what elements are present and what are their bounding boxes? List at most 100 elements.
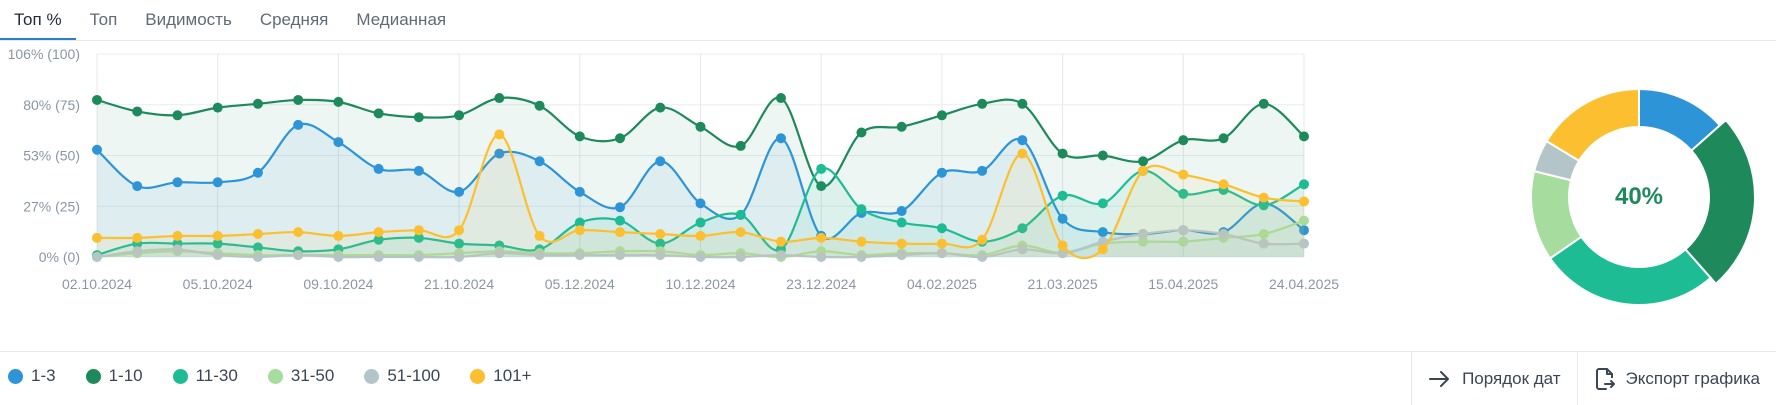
legend-item-11-30[interactable]: 11-30 <box>172 366 238 386</box>
data-point-1-3 <box>574 186 585 197</box>
tab-top[interactable]: Топ <box>89 10 118 29</box>
data-point-1-10 <box>775 93 786 104</box>
data-point-101-plus <box>574 225 585 236</box>
legend-dot <box>470 368 486 384</box>
data-point-101-plus <box>1299 196 1309 207</box>
x-tick-label: 05.10.2024 <box>183 276 253 292</box>
legend-label: 1-10 <box>108 366 143 385</box>
data-point-101-plus <box>655 229 666 240</box>
data-point-1-10 <box>1017 98 1028 109</box>
data-point-1-10 <box>1097 150 1108 161</box>
donut-segment-1-10[interactable] <box>1684 118 1756 286</box>
data-point-1-10 <box>574 131 585 142</box>
data-point-101-plus <box>494 129 505 140</box>
data-point-51-100 <box>212 250 223 261</box>
tab-visibility[interactable]: Видимость <box>145 10 232 29</box>
donut-segment-11-30[interactable] <box>1548 235 1713 306</box>
data-point-1-10 <box>1138 156 1149 167</box>
data-point-51-100 <box>1017 244 1028 255</box>
legend-dot <box>8 368 23 384</box>
x-tick-label: 04.02.2025 <box>907 276 977 292</box>
data-point-1-10 <box>1178 135 1189 146</box>
data-point-101-plus <box>695 230 706 241</box>
data-point-101-plus <box>212 230 223 241</box>
data-point-51-100 <box>454 252 465 262</box>
tab-top-percent[interactable]: Топ % <box>0 2 76 40</box>
data-point-1-3 <box>615 202 626 213</box>
data-point-1-3 <box>92 144 102 155</box>
export-chart-button[interactable]: Экспорт графика <box>1576 352 1776 405</box>
arrow-right-icon <box>1429 370 1450 387</box>
data-point-1-3 <box>775 133 786 144</box>
data-point-1-3 <box>695 198 706 209</box>
data-point-1-3 <box>252 167 263 178</box>
data-point-1-10 <box>212 102 223 113</box>
legend-item-51-100[interactable]: 51-100 <box>364 366 440 386</box>
legend-item-31-50[interactable]: 31-50 <box>267 366 335 386</box>
data-point-51-100 <box>977 252 988 262</box>
legend-label: 31-50 <box>290 366 335 385</box>
data-point-1-3 <box>454 186 465 197</box>
tab-average[interactable]: Средняя <box>259 10 329 29</box>
data-point-1-10 <box>615 133 626 144</box>
data-point-1-10 <box>816 181 827 192</box>
data-point-11-30 <box>252 242 263 253</box>
data-point-51-100 <box>936 248 947 259</box>
data-point-101-plus <box>92 232 102 243</box>
data-point-1-3 <box>293 119 304 130</box>
legend-item-1-3[interactable]: 1-3 <box>8 366 56 386</box>
x-tick-label: 05.12.2024 <box>545 276 615 292</box>
data-point-1-10 <box>172 110 183 121</box>
data-point-11-30 <box>1017 223 1028 234</box>
legend-dot <box>85 368 101 384</box>
legend-item-1-10[interactable]: 1-10 <box>85 366 143 386</box>
x-tick-label: 10.12.2024 <box>665 276 735 292</box>
data-point-51-100 <box>615 250 626 261</box>
data-point-1-3 <box>896 206 907 217</box>
data-point-51-100 <box>92 252 102 262</box>
chart-actions: Порядок дат Экспорт графика <box>1411 352 1776 405</box>
data-point-1-10 <box>936 110 947 121</box>
data-point-51-100 <box>333 252 344 262</box>
data-point-11-30 <box>1299 179 1309 190</box>
data-point-1-3 <box>373 163 384 174</box>
data-point-51-100 <box>1258 238 1269 249</box>
x-tick-label: 21.10.2024 <box>424 276 494 292</box>
data-point-101-plus <box>454 225 465 236</box>
data-point-1-10 <box>413 112 424 123</box>
data-point-101-plus <box>373 227 384 238</box>
series-area-1-3 <box>97 123 1304 257</box>
data-point-11-30 <box>615 215 626 226</box>
data-point-1-10 <box>977 98 988 109</box>
donut-segment-101-plus[interactable] <box>1545 87 1640 163</box>
data-point-11-30 <box>816 163 827 174</box>
data-point-101-plus <box>1218 179 1229 190</box>
y-tick-label: 80% (75) <box>23 97 80 113</box>
data-point-101-plus <box>615 227 626 238</box>
data-point-51-100 <box>816 252 827 262</box>
data-point-1-10 <box>92 94 102 105</box>
data-point-51-100 <box>1178 225 1189 236</box>
legend-item-101-plus[interactable]: 101+ <box>470 366 532 386</box>
data-point-1-3 <box>212 177 223 188</box>
date-order-button[interactable]: Порядок дат <box>1411 352 1576 405</box>
data-point-101-plus <box>413 225 424 236</box>
data-point-1-3 <box>1097 227 1108 238</box>
data-point-51-100 <box>695 252 706 262</box>
data-point-1-10 <box>293 94 304 105</box>
data-point-101-plus <box>1097 244 1108 255</box>
tab-median[interactable]: Медианная <box>356 10 447 29</box>
data-point-51-100 <box>494 248 505 259</box>
data-point-51-100 <box>373 252 384 262</box>
data-point-101-plus <box>816 232 827 243</box>
legend-dot <box>364 368 380 384</box>
legend-dot <box>172 368 188 384</box>
x-tick-label: 23.12.2024 <box>786 276 856 292</box>
data-point-11-30 <box>896 217 907 228</box>
data-point-51-100 <box>1057 248 1068 259</box>
data-point-1-10 <box>655 102 666 113</box>
donut-center-label: 40% <box>1614 183 1664 210</box>
data-point-1-3 <box>1057 213 1068 224</box>
data-point-51-100 <box>655 250 666 261</box>
data-point-51-100 <box>534 250 545 261</box>
